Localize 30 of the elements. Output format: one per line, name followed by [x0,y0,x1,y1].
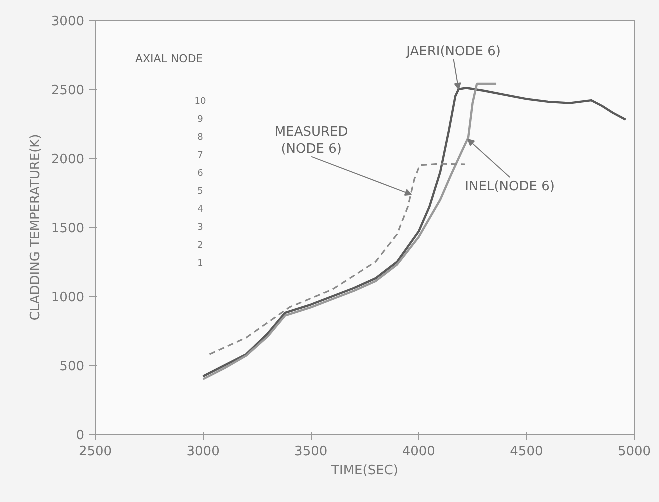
x-tick-label: 3500 [294,444,328,460]
annotation: 9 [198,115,204,125]
y-tick-label: 2500 [51,84,85,98]
y-tick-label: 500 [60,360,85,374]
annotation: MEASURED (NODE 6) [274,124,348,157]
annotation: 8 [198,133,204,143]
annotation: JAERI(NODE 6) [406,44,501,60]
annotation: 10 [194,97,206,107]
annotation: 3 [198,223,204,233]
y-tick-label: 0 [76,428,85,444]
y-tick-label: 1500 [51,222,85,236]
x-tick-label: 2500 [78,444,112,460]
annotation: 4 [198,205,204,215]
y-tick-label: 1000 [51,290,85,306]
x-tick-label: 4000 [402,444,436,460]
annotation: INEL(NODE 6) [465,179,555,194]
y-tick-label: 3000 [51,14,85,30]
x-tick-label: 4500 [510,444,544,460]
x-tick-label: 5000 [618,444,652,460]
line-series [208,163,466,356]
x-tick-label: 3000 [186,444,220,460]
annotation: 2 [198,241,204,251]
annotation: 1 [198,259,204,269]
y-tick-label: 2000 [51,152,85,168]
x-axis-title: TIME(SEC) [330,464,398,478]
annotation: 5 [198,187,204,197]
y-axis-title: CLADDING TEMPERATURE(K) [28,134,44,321]
annotation: 7 [198,151,204,161]
annotation: 6 [198,169,204,179]
annotation: AXIAL NODE [136,52,204,66]
